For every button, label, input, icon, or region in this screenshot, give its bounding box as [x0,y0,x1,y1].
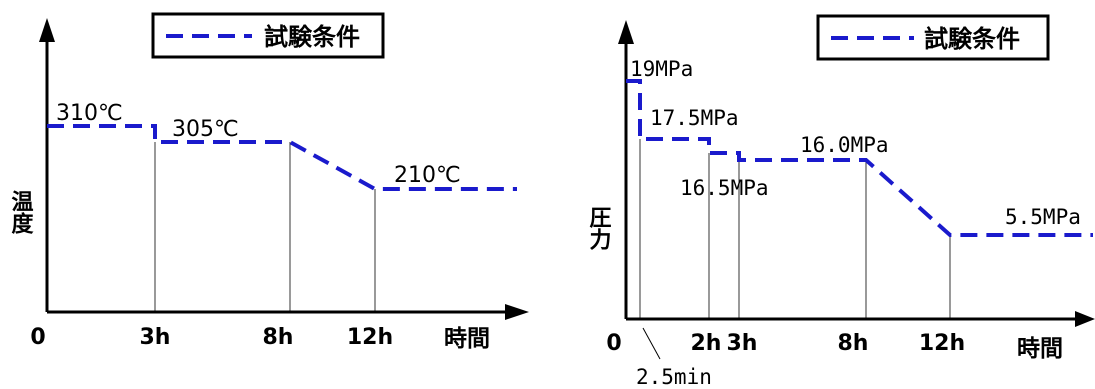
right-xtick-12h: 12h [919,331,965,356]
right-xtick-8h: 8h [838,331,869,356]
left-ylabel: 温度 [8,190,34,235]
left-annotation-310: 310℃ [56,101,123,126]
right-annotation-5-5: 5.5MPa [1005,205,1081,229]
right-xlabel: 時間 [1017,336,1063,362]
left-annotation-210: 210℃ [394,163,461,188]
right-y-arrow [618,20,634,44]
left-xtick-0: 0 [30,325,45,350]
left-legend-label: 試験条件 [264,23,360,51]
left-xtick-12h: 12h [347,325,393,350]
right-xtick-3h: 3h [727,331,758,356]
right-annotation-16-0: 16.0MPa [800,133,889,157]
right-legend-box [816,14,1050,61]
right-x-arrow [1075,311,1095,327]
right-annotation-19: 19MPa [630,57,693,81]
left-annotation-305: 305℃ [172,117,239,142]
left-xtick-3h: 3h [140,325,171,350]
right-legend-label: 試験条件 [924,25,1020,53]
left-x-arrow [505,304,529,320]
right-xtick-2h: 2h [691,331,722,356]
right-2-5min-pointer [642,327,661,360]
right-series-line [626,79,1093,237]
right-xtick-0: 0 [606,331,621,356]
pressure-chart: 試験条件 19MPa 17.5MPa 16.5MPa 16.0MPa 5.5MP… [586,14,1095,389]
temperature-chart: 試験条件 310℃ 305℃ 210℃ 温度 0 3h 8h 12h 時間 [8,12,529,352]
left-y-arrow [39,18,55,42]
left-series-line [47,124,517,191]
left-legend-box [151,12,385,59]
left-xlabel: 時間 [444,326,490,352]
right-ylabel: 圧力 [586,206,612,251]
right-xtick-2-5min: 2.5min [636,365,712,389]
right-annotation-16-5: 16.5MPa [680,176,769,200]
right-annotation-17-5: 17.5MPa [650,106,739,130]
left-xtick-8h: 8h [263,325,294,350]
